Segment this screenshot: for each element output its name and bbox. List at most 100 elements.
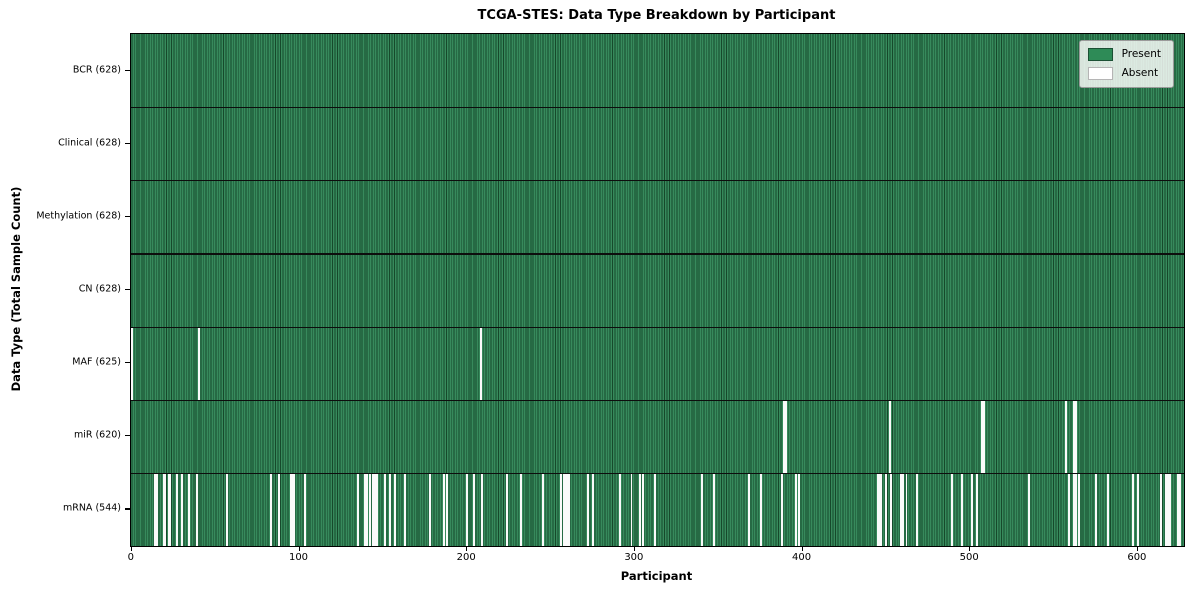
y-tick-label-maf: MAF (625)	[72, 356, 121, 368]
x-tick	[130, 546, 133, 551]
y-tick	[125, 508, 130, 510]
absent-bar	[1027, 472, 1030, 546]
absent-bar	[389, 472, 392, 546]
absent-bar	[1106, 472, 1109, 546]
absent-bar	[1131, 472, 1134, 546]
absent-bar	[642, 472, 645, 546]
absent-bar	[888, 399, 891, 473]
absent-bar	[197, 326, 200, 400]
legend-entry-present: Present	[1087, 48, 1161, 61]
x-tick-label: 600	[1127, 552, 1147, 563]
x-tick-label: 500	[959, 552, 979, 563]
chart-title: TCGA-STES: Data Type Breakdown by Partic…	[477, 8, 836, 23]
x-tick-label: 200	[456, 552, 476, 563]
absent-bar	[747, 472, 750, 546]
absent-bar	[156, 472, 158, 546]
absent-bar	[1178, 472, 1181, 546]
absent-swatch-icon	[1087, 67, 1113, 80]
absent-bar	[712, 472, 715, 546]
absent-bar	[975, 472, 978, 546]
row-bcr	[131, 34, 1184, 108]
row-cn	[131, 253, 1184, 327]
y-tick-label-mrna: mRNA (544)	[62, 502, 121, 514]
row-maf	[131, 326, 1184, 400]
absent-bar	[783, 399, 786, 473]
absent-bar	[700, 472, 703, 546]
absent-bar	[885, 472, 888, 546]
absent-bar	[902, 472, 905, 546]
legend-entry-absent: Absent	[1087, 67, 1161, 80]
absent-bar	[519, 472, 522, 546]
row-methylation	[131, 180, 1184, 254]
x-tick	[633, 546, 636, 551]
absent-bar	[1074, 472, 1077, 546]
absent-bar	[365, 472, 368, 546]
row-divider	[131, 180, 1184, 182]
absent-bar	[131, 326, 133, 400]
x-tick-label: 400	[791, 552, 812, 563]
absent-bar	[1078, 472, 1081, 546]
absent-bar	[798, 472, 801, 546]
y-tick-label-methylation: Methylation (628)	[36, 210, 121, 222]
absent-bar	[591, 472, 594, 546]
absent-bar	[653, 472, 656, 546]
present-swatch-icon	[1087, 48, 1113, 61]
absent-bar	[982, 399, 985, 473]
absent-bar	[877, 472, 879, 546]
absent-bar	[479, 326, 482, 400]
y-tick	[125, 435, 130, 437]
absent-bar	[880, 472, 883, 546]
absent-bar	[890, 472, 893, 546]
x-tick	[1136, 546, 1139, 551]
y-tick-label-cn: CN (628)	[78, 283, 121, 295]
absent-bar	[167, 472, 170, 546]
absent-bar	[1094, 472, 1097, 546]
x-axis-label: Participant	[620, 569, 693, 583]
absent-bar	[1177, 472, 1180, 546]
absent-bar	[357, 472, 360, 546]
absent-bar	[181, 472, 184, 546]
absent-bar	[781, 472, 784, 546]
absent-bar	[375, 472, 378, 546]
absent-bar	[784, 399, 787, 473]
row-mrna	[131, 472, 1184, 546]
absent-bar	[568, 472, 571, 546]
absent-bar	[384, 472, 386, 546]
absent-bar	[363, 472, 366, 546]
absent-bar	[446, 472, 449, 546]
absent-bar	[1073, 472, 1076, 546]
absent-bar	[373, 472, 376, 546]
absent-bar	[481, 472, 484, 546]
absent-bar	[162, 472, 165, 546]
x-tick-label: 100	[288, 552, 309, 563]
absent-bar	[1064, 399, 1067, 473]
absent-bar	[169, 472, 172, 546]
absent-bar	[442, 472, 445, 546]
absent-bar	[278, 472, 281, 546]
row-clinical	[131, 107, 1184, 181]
absent-bar	[950, 472, 953, 546]
absent-bar	[466, 472, 469, 546]
absent-bar	[915, 472, 918, 546]
x-tick-label: 300	[624, 552, 644, 563]
row-divider	[131, 253, 1184, 255]
y-tick	[125, 215, 130, 218]
absent-bar	[1068, 472, 1071, 546]
absent-bar	[900, 472, 903, 546]
legend: Present Absent	[1078, 40, 1174, 88]
row-divider	[131, 472, 1184, 475]
y-tick-label-clinical: Clinical (628)	[58, 137, 121, 149]
absent-bar	[565, 472, 568, 546]
absent-bar	[1136, 472, 1139, 546]
y-tick	[125, 362, 130, 364]
y-tick	[125, 142, 130, 144]
absent-bar	[154, 472, 157, 546]
absent-bar	[960, 472, 963, 546]
absent-bar	[404, 472, 407, 546]
y-tick-label-mir: miR (620)	[73, 429, 121, 441]
row-mir	[131, 399, 1184, 473]
x-tick	[969, 546, 971, 551]
absent-bar	[368, 472, 371, 546]
absent-bar	[630, 472, 633, 546]
